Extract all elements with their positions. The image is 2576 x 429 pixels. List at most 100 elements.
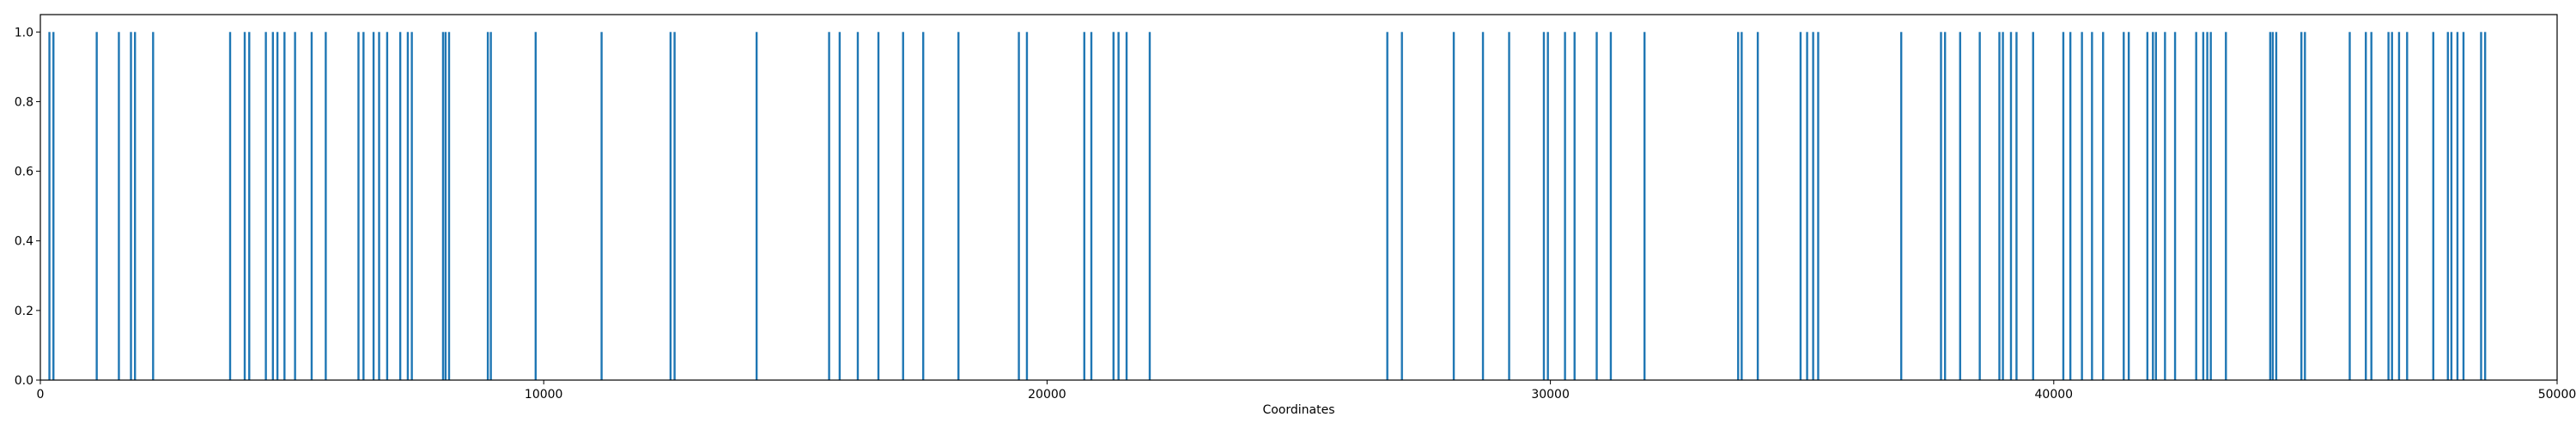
bar xyxy=(2462,32,2465,380)
bar xyxy=(1812,32,1814,380)
bar xyxy=(1817,32,1820,380)
bar xyxy=(2146,32,2149,380)
bar xyxy=(2009,32,2013,380)
bar xyxy=(755,32,758,380)
bar xyxy=(1609,32,1613,380)
bar xyxy=(378,32,380,380)
y-tick-label: 1.0 xyxy=(15,26,33,39)
bar xyxy=(669,32,672,380)
bar xyxy=(325,32,327,380)
bar xyxy=(1508,32,1510,380)
bar xyxy=(1998,32,2001,380)
bar xyxy=(2446,32,2449,380)
bar xyxy=(902,32,904,380)
x-tick-label: 50000 xyxy=(2538,388,2576,402)
bar xyxy=(134,32,137,380)
bar xyxy=(2102,32,2105,380)
bar xyxy=(828,32,830,380)
bar xyxy=(1564,32,1566,380)
bar xyxy=(2069,32,2072,380)
x-tick-label: 20000 xyxy=(1028,388,1066,402)
x-tick-label: 30000 xyxy=(1531,388,1570,402)
bar xyxy=(264,32,267,380)
bar xyxy=(1595,32,1598,380)
bar xyxy=(2091,32,2093,380)
bar xyxy=(1737,32,1740,380)
bar xyxy=(441,32,445,380)
bar xyxy=(2480,32,2482,380)
bar xyxy=(2206,32,2208,380)
bar xyxy=(1756,32,1759,380)
bar xyxy=(1799,32,1802,380)
bar xyxy=(1899,32,1903,380)
bar xyxy=(2209,32,2212,380)
bar xyxy=(2271,32,2274,380)
bar xyxy=(357,32,360,380)
bar xyxy=(1978,32,1981,380)
y-tick-label: 0.6 xyxy=(15,166,33,179)
bar xyxy=(276,32,279,380)
bar xyxy=(1573,32,1576,380)
y-tick-label: 0.2 xyxy=(15,305,33,318)
bar xyxy=(447,32,451,380)
bar xyxy=(600,32,603,380)
bar xyxy=(2370,32,2372,380)
bar xyxy=(130,32,132,380)
bar xyxy=(2195,32,2197,380)
bar xyxy=(2483,32,2487,380)
bar xyxy=(1452,32,1455,380)
bar xyxy=(1806,32,1808,380)
bar xyxy=(1125,32,1128,380)
bar xyxy=(2406,32,2409,380)
bar xyxy=(2127,32,2130,380)
bar xyxy=(283,32,286,380)
bar xyxy=(310,32,313,380)
bar xyxy=(2397,32,2401,380)
bar xyxy=(2164,32,2166,380)
bar xyxy=(1542,32,1546,380)
bar xyxy=(838,32,841,380)
bar xyxy=(1148,32,1151,380)
x-tick-label: 40000 xyxy=(2035,388,2074,402)
bar xyxy=(534,32,538,380)
bar xyxy=(2152,32,2154,380)
bar xyxy=(2391,32,2393,380)
y-tick-label: 0.4 xyxy=(15,235,33,249)
bar xyxy=(1741,32,1743,380)
bar xyxy=(1643,32,1646,380)
bar xyxy=(856,32,860,380)
bar xyxy=(95,32,98,380)
x-tick-label: 0 xyxy=(37,388,45,402)
bar xyxy=(2387,32,2390,380)
bar xyxy=(410,32,413,380)
bar xyxy=(2225,32,2227,380)
bar xyxy=(271,32,275,380)
y-tick-label: 0.0 xyxy=(15,374,33,388)
bar xyxy=(228,32,232,380)
bar xyxy=(1083,32,1085,380)
bar xyxy=(1940,32,1942,380)
bar xyxy=(2348,32,2351,380)
bar xyxy=(248,32,251,380)
bar xyxy=(1112,32,1115,380)
bar xyxy=(489,32,492,380)
x-axis-label: Coordinates xyxy=(1262,403,1334,417)
bar xyxy=(386,32,389,380)
bar xyxy=(2432,32,2434,380)
bar xyxy=(1943,32,1947,380)
bar xyxy=(2304,32,2306,380)
bar xyxy=(2450,32,2453,380)
x-axis-ticks: 0 10000 20000 30000 40000 50000 xyxy=(37,380,2576,402)
bar xyxy=(1481,32,1485,380)
bar xyxy=(2456,32,2459,380)
bar xyxy=(2300,32,2303,380)
bar xyxy=(2081,32,2083,380)
bar xyxy=(444,32,447,380)
bar xyxy=(2062,32,2065,380)
bar xyxy=(398,32,402,380)
bar xyxy=(673,32,676,380)
bar xyxy=(243,32,246,380)
bar xyxy=(1400,32,1403,380)
bar xyxy=(2365,32,2367,380)
